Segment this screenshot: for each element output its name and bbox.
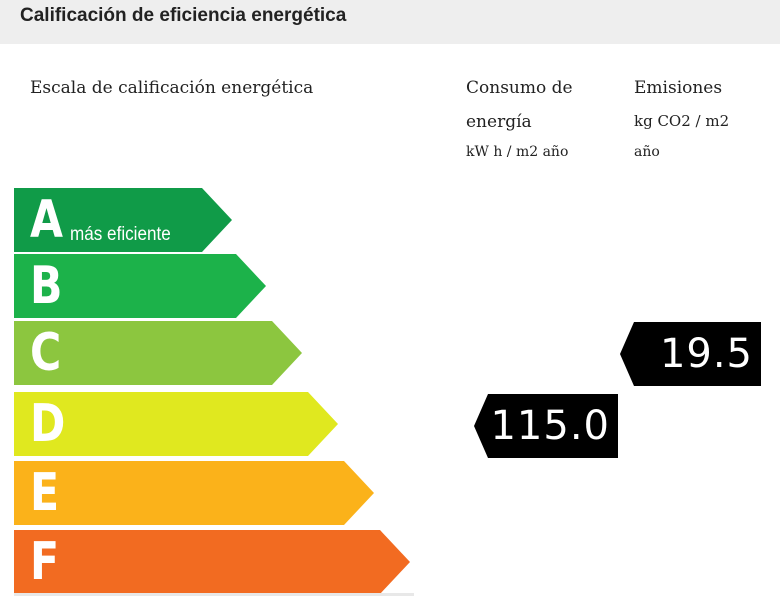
rating-letter-b: B bbox=[30, 256, 63, 316]
most-efficient-label: más eficiente bbox=[70, 224, 171, 245]
bar-f-arrow-shape bbox=[14, 530, 410, 594]
rating-letter-e: E bbox=[30, 463, 60, 523]
emissions-indicator-shape bbox=[620, 322, 761, 386]
bottom-divider bbox=[14, 593, 414, 596]
emissions-unit-line1: kg CO2 / m2 bbox=[634, 112, 730, 130]
bar-c-arrow-shape bbox=[14, 321, 302, 385]
emissions-value: 19.5 bbox=[659, 331, 753, 377]
rating-letter-c: C bbox=[30, 323, 62, 383]
consumption-header-line1: Consumo de bbox=[466, 78, 573, 98]
consumption-value: 115.0 bbox=[490, 403, 610, 449]
consumption-unit: kW h / m2 año bbox=[466, 144, 569, 160]
emissions-indicator: 19.5 bbox=[620, 322, 761, 386]
emissions-unit-line2: año bbox=[634, 144, 660, 160]
rating-letter-d: D bbox=[30, 394, 66, 454]
rating-letter-a: A bbox=[30, 190, 64, 250]
title-bar: Calificación de eficiencia energética bbox=[0, 0, 780, 44]
rating-bar-d: D bbox=[14, 392, 342, 456]
rating-bar-f: F bbox=[14, 530, 414, 594]
rating-bar-e: E bbox=[14, 461, 378, 525]
consumption-header-line2: energía bbox=[466, 112, 532, 132]
consumption-indicator-shape bbox=[474, 394, 618, 458]
consumption-indicator: 115.0 bbox=[474, 394, 618, 458]
rating-bar-c: C bbox=[14, 321, 306, 385]
rating-bar-a: A más eficiente bbox=[14, 188, 234, 252]
bar-b-arrow-shape bbox=[14, 254, 266, 318]
bar-d-arrow-shape bbox=[14, 392, 338, 456]
page-title: Calificación de eficiencia energética bbox=[20, 5, 347, 26]
rating-letter-f: F bbox=[30, 532, 60, 592]
rating-bar-b: B bbox=[14, 254, 270, 318]
bar-e-arrow-shape bbox=[14, 461, 374, 525]
bar-a-arrow-shape bbox=[14, 188, 232, 252]
emissions-header: Emisiones bbox=[634, 78, 723, 98]
scale-label: Escala de calificación energética bbox=[30, 78, 314, 98]
